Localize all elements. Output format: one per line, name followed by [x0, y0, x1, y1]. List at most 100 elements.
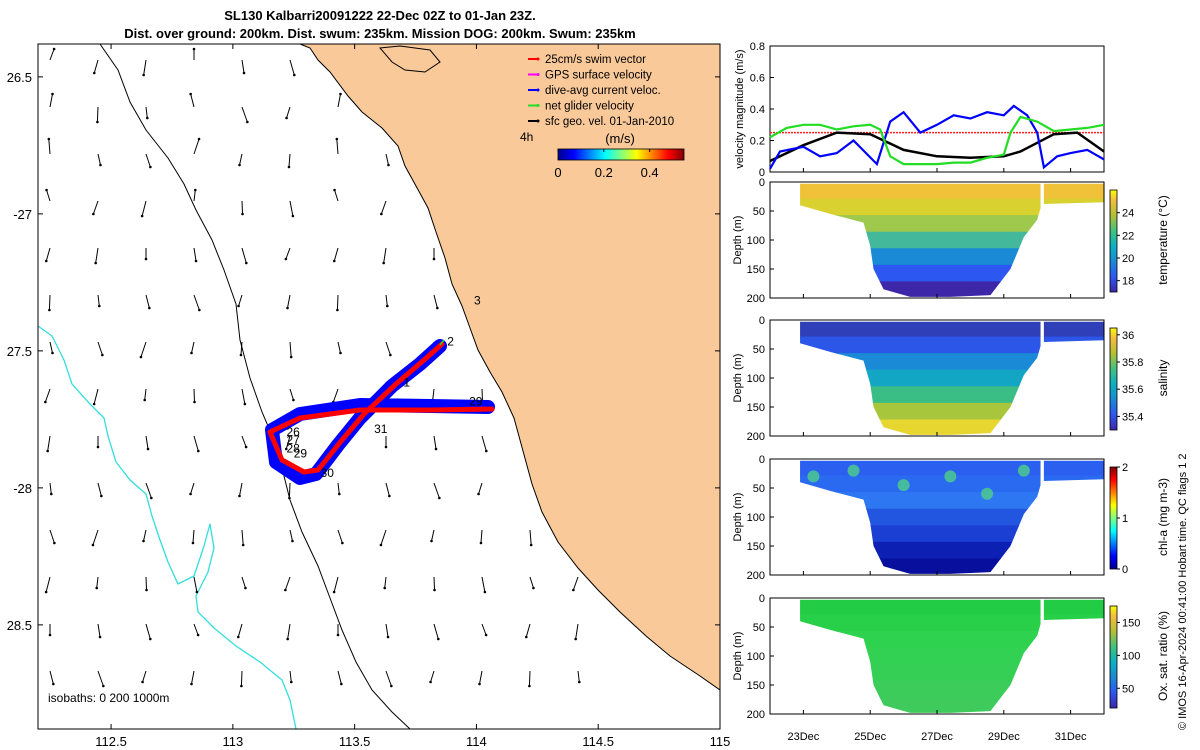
- depth-tick-label: 0: [759, 454, 765, 466]
- legend-label: dive-avg current veloc.: [545, 85, 661, 97]
- quiver-arrowhead: [195, 590, 199, 594]
- quiver-arrow: [479, 670, 483, 685]
- quiver-arrow: [240, 341, 243, 356]
- quiver-arrow: [432, 388, 435, 401]
- day-label: 29: [294, 447, 308, 461]
- day-label: 27: [286, 433, 300, 447]
- section-colorbar-tick-label: 2: [1122, 462, 1128, 474]
- section-band: [800, 336, 1104, 355]
- quiver-arrow: [97, 153, 101, 166]
- quiver-arrow: [572, 576, 579, 591]
- isobaths-label: isobaths: 0 200 1000m: [48, 691, 169, 705]
- quiver-arrowhead: [529, 543, 533, 547]
- quiver-arrowhead: [99, 163, 102, 167]
- quiver-arrowhead: [101, 353, 104, 357]
- lon-tick-label: 113.5: [339, 734, 371, 749]
- day-label: 1: [403, 376, 410, 390]
- section-colorbar-tick-label: 0: [1122, 564, 1128, 576]
- quiver-arrow: [45, 247, 51, 262]
- quiver-arrowhead: [339, 351, 342, 355]
- quiver-arrowhead: [286, 306, 289, 310]
- section-colorbar-tick-label: 24: [1122, 208, 1134, 220]
- depth-tick-label: 150: [747, 402, 765, 414]
- quiver-arrowhead: [288, 496, 291, 500]
- quiver-arrow: [288, 482, 291, 499]
- quiver-arrowhead: [194, 188, 197, 192]
- quiver-arrow: [193, 294, 200, 311]
- quiver-arrow: [44, 388, 51, 403]
- quiver-arrowhead: [433, 588, 436, 592]
- quiver-arrow: [240, 670, 243, 687]
- quiver-arrow: [337, 529, 343, 544]
- time-tick-label: 31Dec: [1055, 731, 1087, 743]
- quiver-arrowhead: [436, 306, 439, 310]
- quiver-arrow: [93, 59, 99, 74]
- depth-tick-label: 0: [759, 177, 765, 189]
- chl-patch: [807, 470, 820, 483]
- section-band: [800, 215, 1104, 233]
- quiver-arrowhead: [150, 496, 153, 500]
- quiver-arrowhead: [284, 588, 287, 592]
- quiver-arrow: [336, 294, 339, 311]
- quiver-arrowhead: [332, 590, 336, 594]
- quiver-arrow: [289, 529, 293, 542]
- quiver-arrowhead: [336, 633, 340, 637]
- quiver-arrow: [289, 200, 294, 217]
- ts-ytick-label: 0.8: [750, 41, 765, 53]
- lon-tick-label: 114.5: [582, 734, 614, 749]
- section-colorbar-label: temperature (°C): [1156, 195, 1170, 285]
- colorbar-tick-label: 0.4: [641, 165, 659, 180]
- section-colorbar: [1109, 327, 1118, 431]
- quiver-arrowhead: [53, 541, 56, 545]
- section-colorbar-tick-label: 35.8: [1122, 357, 1143, 369]
- quiver-arrowhead: [341, 541, 344, 545]
- legend-label: net glider velocity: [545, 101, 634, 113]
- quiver-arrowhead: [532, 586, 535, 590]
- quiver-arrowhead: [92, 402, 96, 406]
- quiver-arrowhead: [380, 212, 383, 216]
- quiver-arrow: [193, 576, 198, 593]
- quiver-arrowhead: [189, 492, 192, 496]
- quiver-arrow: [97, 294, 100, 307]
- quiver-arrow: [385, 294, 388, 307]
- chl-patch: [847, 464, 860, 477]
- quiver-arrowhead: [477, 492, 480, 496]
- quiver-arrow: [333, 576, 339, 593]
- quiver-arrowhead: [98, 304, 101, 308]
- quiver-arrow: [143, 529, 147, 542]
- quiver-arrow: [334, 189, 339, 202]
- quiver-arrowhead: [48, 633, 52, 637]
- ts-series-dive-avg-current: [769, 104, 1105, 170]
- quiver-arrowhead: [438, 496, 441, 500]
- quiver-arrowhead: [335, 137, 339, 141]
- quiver-arrowhead: [44, 400, 47, 404]
- quiver-arrowhead: [479, 541, 483, 545]
- quiver-arrowhead: [48, 308, 51, 312]
- quiver-arrow: [97, 341, 103, 356]
- quiver-arrow: [385, 670, 392, 687]
- quiver-arrowhead: [387, 163, 390, 167]
- quiver-arrowhead: [241, 212, 244, 216]
- lon-tick-label: 112.5: [95, 734, 127, 749]
- quiver-arrowhead: [336, 308, 339, 312]
- time-tick-label: 23Dec: [788, 731, 820, 743]
- day-label: 30: [321, 466, 335, 480]
- depth-tick-label: 50: [753, 344, 765, 356]
- quiver-arrow: [93, 388, 99, 405]
- quiver-arrow: [96, 106, 99, 123]
- depth-tick-label: 200: [747, 293, 765, 305]
- quiver-arrow: [45, 576, 51, 593]
- ts-ytick-label: 0: [759, 167, 765, 179]
- quiver-arrowhead: [52, 47, 56, 51]
- quiver-arrowhead: [92, 212, 95, 216]
- quiver-arrow: [95, 247, 99, 264]
- quiver-arrowhead: [92, 71, 96, 75]
- quiver-arrowhead: [291, 214, 295, 218]
- legend-swatch-head: [536, 104, 540, 107]
- colorbar-tick-label: 0.2: [595, 165, 613, 180]
- quiver-arrow: [92, 200, 99, 215]
- quiver-arrowhead: [198, 308, 201, 312]
- quiver-arrow: [140, 341, 147, 358]
- quiver-arrowhead: [284, 447, 288, 451]
- section-band: [800, 475, 1104, 494]
